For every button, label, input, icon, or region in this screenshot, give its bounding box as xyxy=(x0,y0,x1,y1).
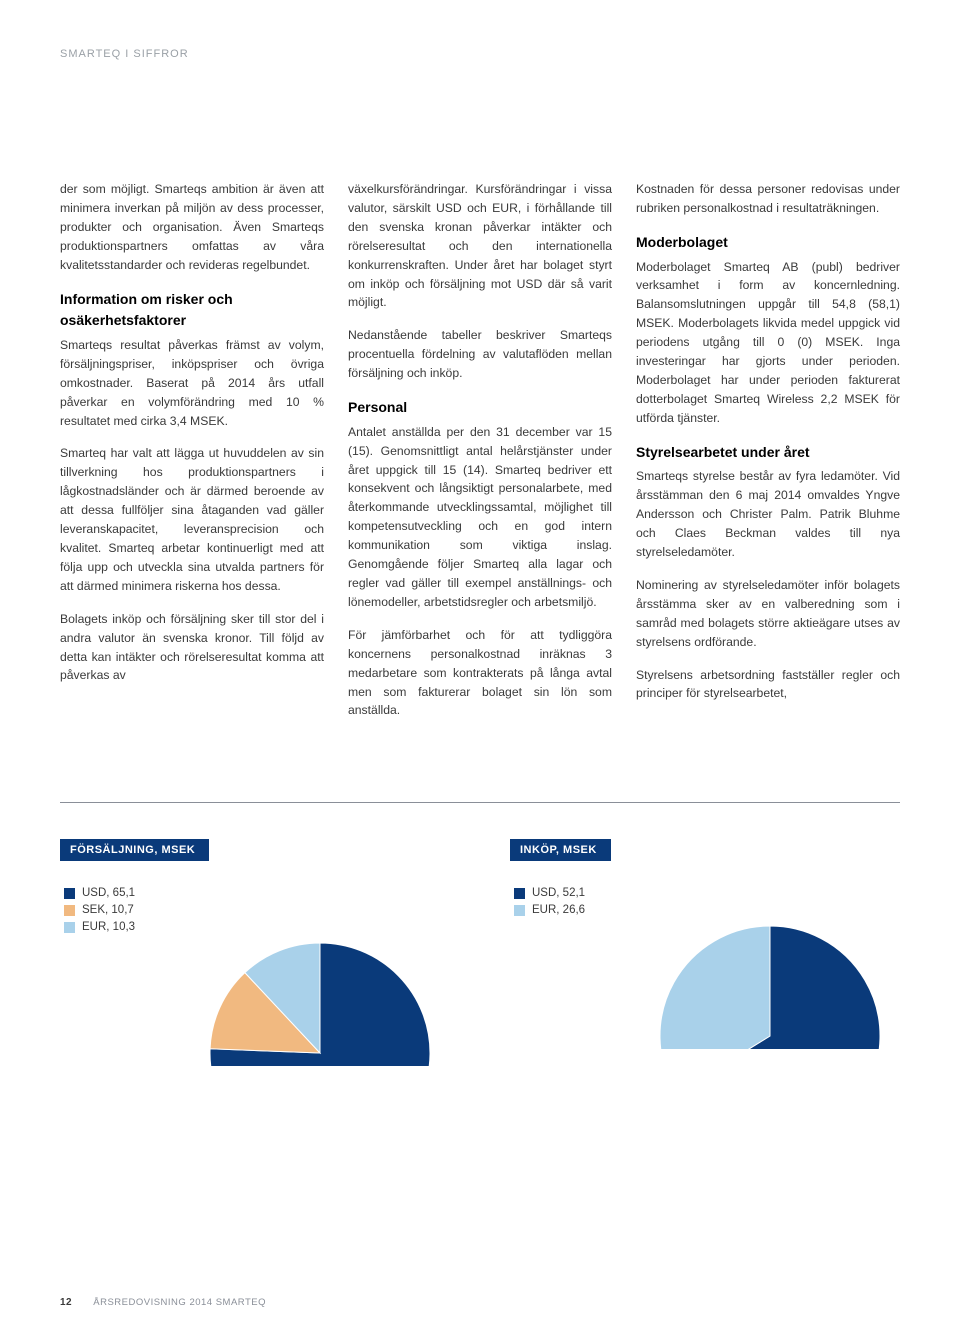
page-root: SMARTEQ I SIFFROR der som möjligt. Smart… xyxy=(0,0,960,1086)
legend-swatch xyxy=(514,888,525,899)
legend-item: USD, 65,1 xyxy=(64,887,450,899)
subheading-moderbolaget: Moderbolaget xyxy=(636,232,900,254)
chart-legend: USD, 52,1 EUR, 26,6 xyxy=(514,887,900,916)
subheading-personal: Personal xyxy=(348,397,612,419)
subheading-styrelsearbetet: Styrelsearbetet under året xyxy=(636,442,900,464)
paragraph: Smarteq har valt att lägga ut huvuddelen… xyxy=(60,444,324,595)
legend-label: USD, 65,1 xyxy=(82,887,135,899)
charts-row: FÖRSÄLJNING, MSEK USD, 65,1 SEK, 10,7 EUR,… xyxy=(60,839,900,1086)
section-divider xyxy=(60,802,900,803)
chart-title: INKÖP, MSEK xyxy=(510,839,611,861)
paragraph: Smarteqs resultat påverkas främst av vol… xyxy=(60,336,324,431)
column-2: växelkursförändringar. Kursförändringar … xyxy=(348,180,612,734)
legend-swatch xyxy=(514,905,525,916)
paragraph: Nominering av styrelseledamöter inför bo… xyxy=(636,576,900,652)
legend-item: USD, 52,1 xyxy=(514,887,900,899)
legend-label: SEK, 10,7 xyxy=(82,904,134,916)
paragraph: Kostnaden för dessa personer redovisas u… xyxy=(636,180,900,218)
legend-swatch xyxy=(64,888,75,899)
page-number: 12 xyxy=(60,1297,72,1308)
paragraph: Smarteqs styrelse består av fyra ledamöt… xyxy=(636,467,900,562)
legend-swatch xyxy=(64,922,75,933)
chart-forsaljning: FÖRSÄLJNING, MSEK USD, 65,1 SEK, 10,7 EUR,… xyxy=(60,839,450,1066)
legend-label: EUR, 10,3 xyxy=(82,921,135,933)
paragraph: Bolagets inköp och försäljning sker till… xyxy=(60,610,324,686)
column-1: der som möjligt. Smarteqs ambition är äv… xyxy=(60,180,324,734)
chart-legend: USD, 65,1 SEK, 10,7 EUR, 10,3 xyxy=(64,887,450,933)
subheading-information: Information om risker och osäkerhetsfakt… xyxy=(60,289,324,332)
legend-label: USD, 52,1 xyxy=(532,887,585,899)
pie-container xyxy=(60,943,450,1066)
legend-item: EUR, 10,3 xyxy=(64,921,450,933)
legend-item: SEK, 10,7 xyxy=(64,904,450,916)
legend-label: EUR, 26,6 xyxy=(532,904,585,916)
text-columns: der som möjligt. Smarteqs ambition är äv… xyxy=(60,180,900,734)
legend-item: EUR, 26,6 xyxy=(514,904,900,916)
paragraph: Moderbolaget Smarteq AB (publ) bedriver … xyxy=(636,258,900,428)
pie-container xyxy=(510,926,900,1049)
paragraph: der som möjligt. Smarteqs ambition är äv… xyxy=(60,180,324,275)
legend-swatch xyxy=(64,905,75,916)
page-footer: 12 ÅRSREDOVISNING 2014 SMARTEQ xyxy=(60,1297,266,1308)
column-3: Kostnaden för dessa personer redovisas u… xyxy=(636,180,900,734)
page-category-header: SMARTEQ I SIFFROR xyxy=(60,48,900,60)
paragraph: Antalet anställda per den 31 december va… xyxy=(348,423,612,612)
pie-chart-forsaljning xyxy=(210,943,430,1066)
footer-text: ÅRSREDOVISNING 2014 SMARTEQ xyxy=(93,1297,266,1308)
pie-slice xyxy=(660,926,770,1049)
chart-inkop: INKÖP, MSEK USD, 52,1 EUR, 26,6 xyxy=(510,839,900,1066)
paragraph: Styrelsens arbetsordning fastställer reg… xyxy=(636,666,900,704)
paragraph: Nedanstående tabeller beskriver Smarteqs… xyxy=(348,326,612,383)
paragraph: För jämförbarhet och för att tydliggöra … xyxy=(348,626,612,721)
chart-title: FÖRSÄLJNING, MSEK xyxy=(60,839,209,861)
pie-chart-inkop xyxy=(660,926,880,1049)
paragraph: växelkursförändringar. Kursförändringar … xyxy=(348,180,612,312)
